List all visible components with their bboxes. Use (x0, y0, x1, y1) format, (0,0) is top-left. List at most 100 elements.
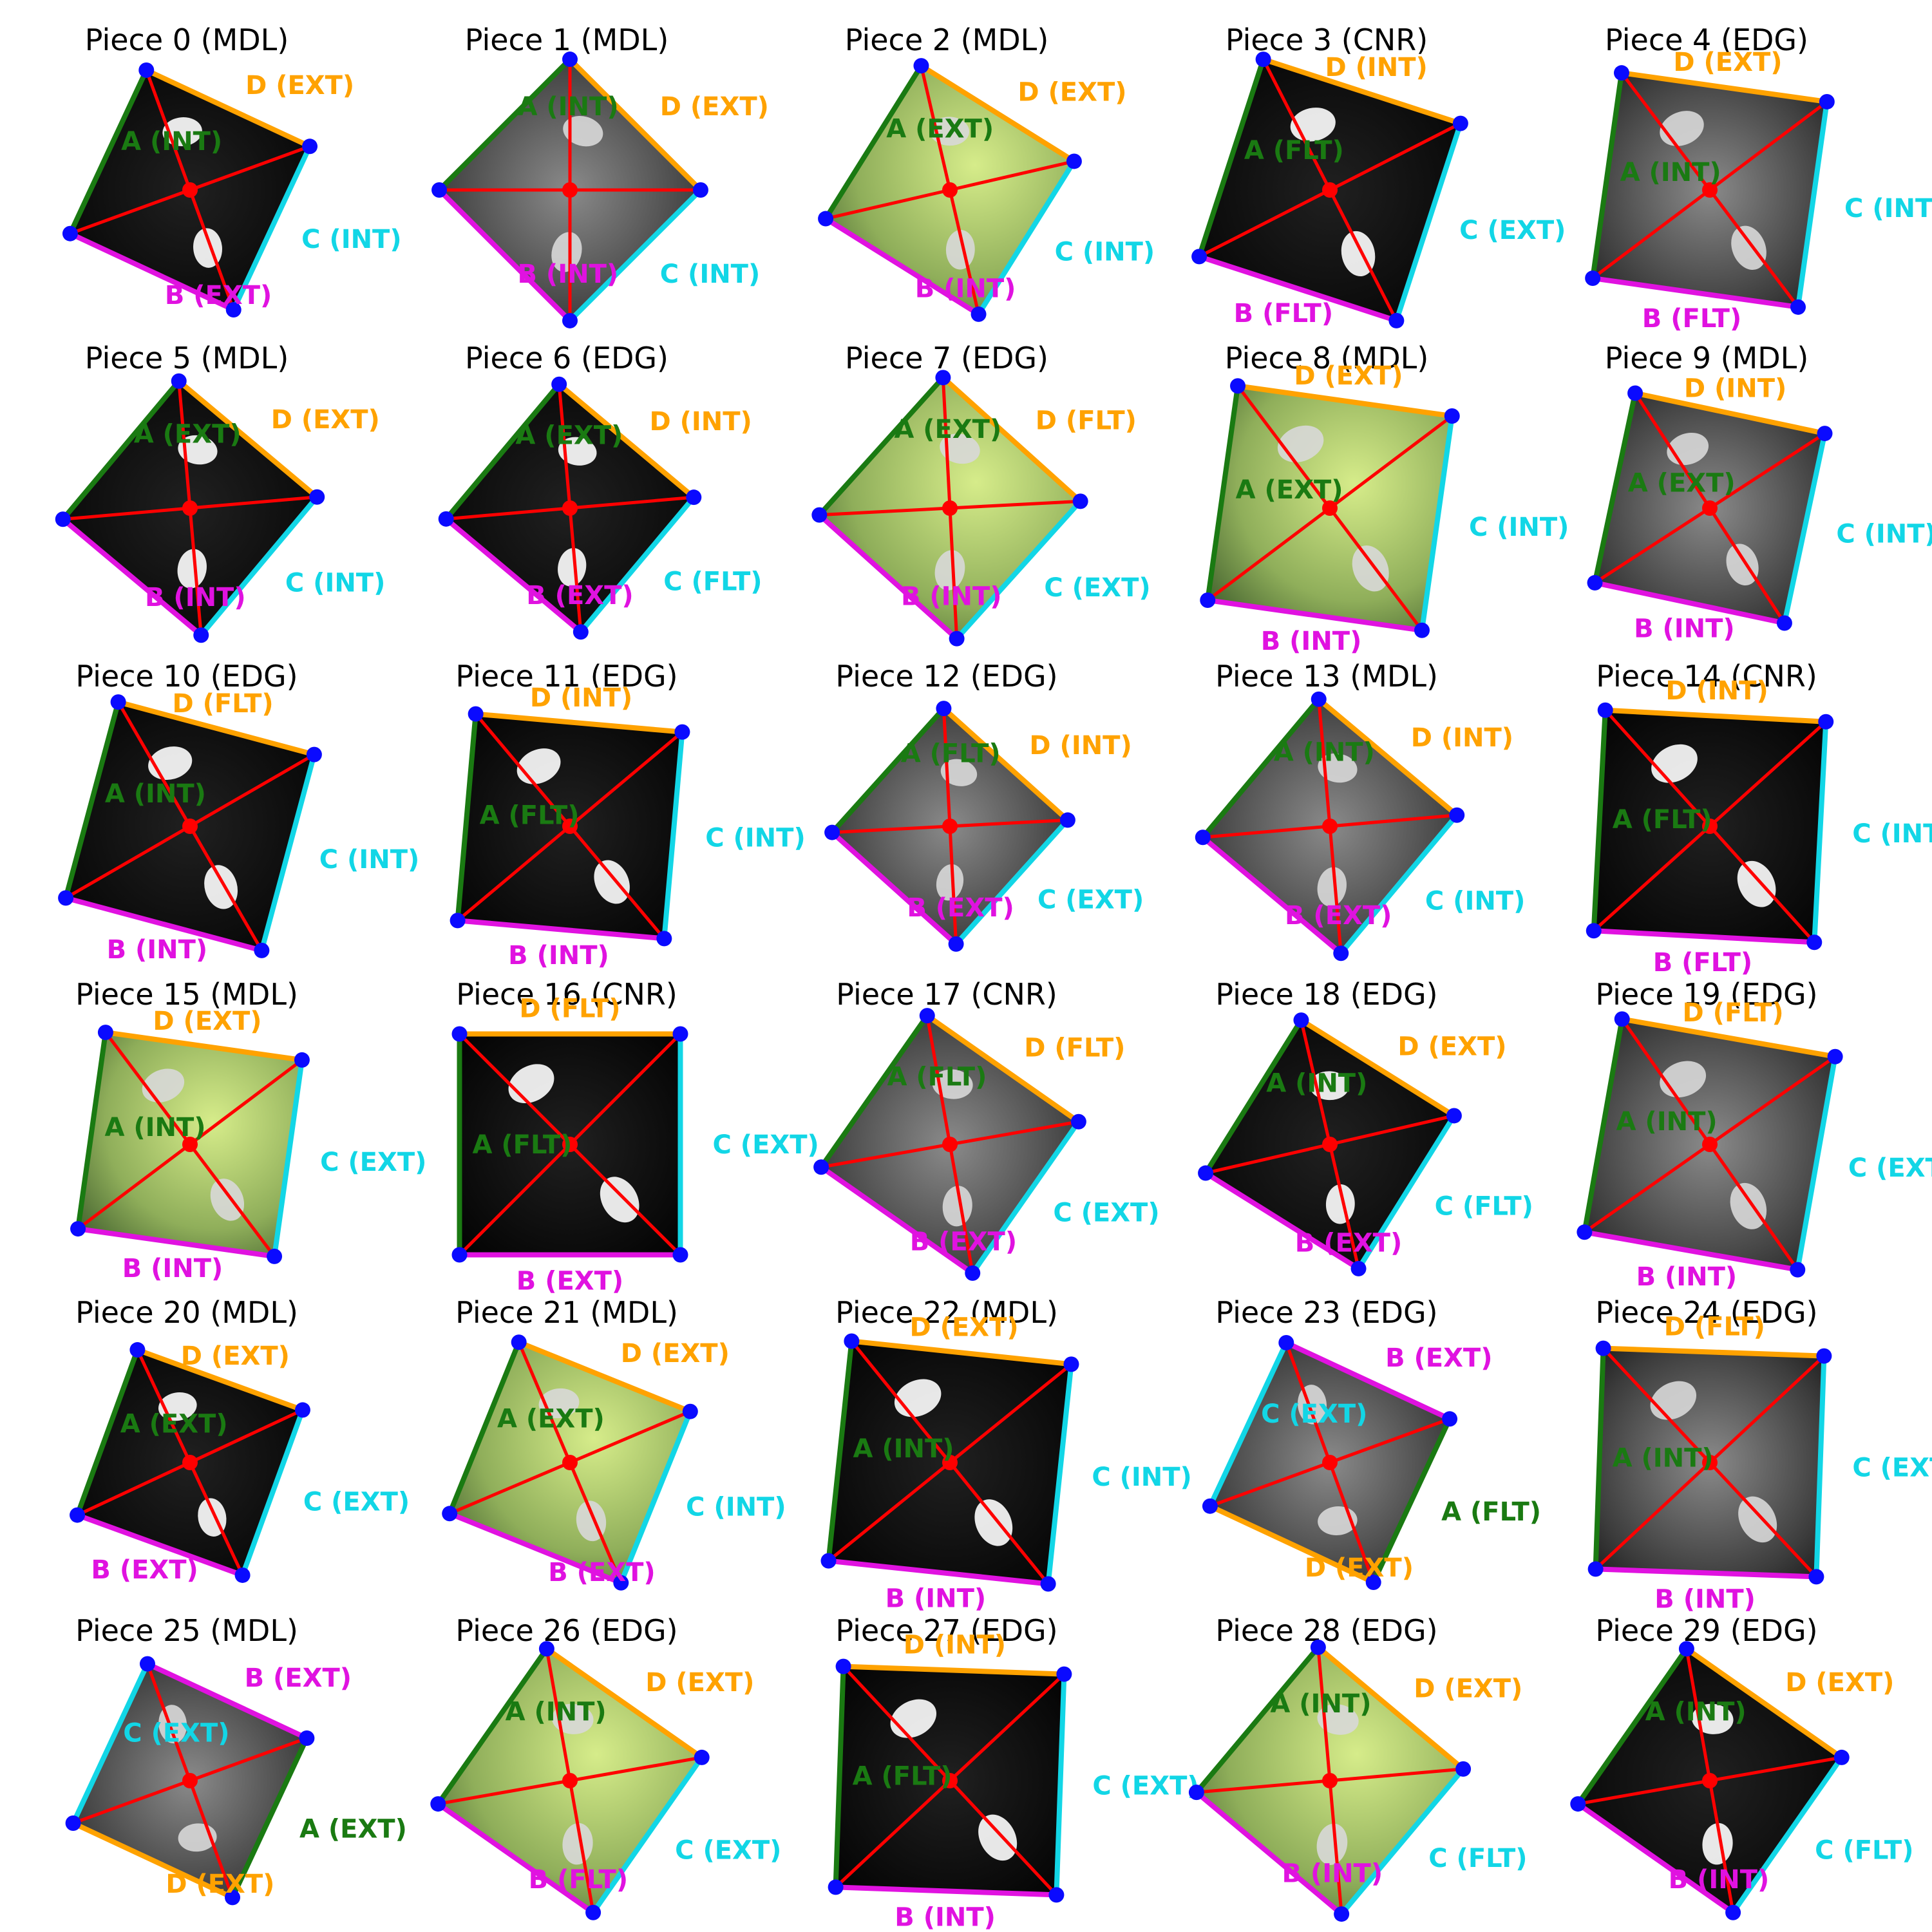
corner-dot (1072, 493, 1088, 509)
piece-hole (177, 549, 207, 589)
diagonal-line (569, 1143, 682, 1256)
edge-a-label: A (EXT) (134, 419, 242, 449)
edge-b (455, 918, 667, 942)
piece-hole (558, 547, 587, 587)
corner-dot (573, 624, 589, 640)
piece-title: Piece 22 (MDL) (835, 1295, 1058, 1330)
edge-a (1592, 390, 1638, 585)
edge-a (67, 67, 149, 236)
diagonal-line (1284, 1342, 1332, 1463)
diagonal-line (948, 826, 958, 945)
edge-b-label: B (INT) (1636, 1262, 1738, 1292)
diagonal-line (1206, 507, 1331, 601)
edge-d-label: D (EXT) (153, 1007, 261, 1036)
edge-a-label: A (FLT) (480, 800, 580, 830)
edge-d-label: D (INT) (904, 1631, 1006, 1660)
center-dot (1702, 819, 1718, 834)
edge-d-label: D (INT) (1665, 676, 1768, 706)
piece-title: Piece 19 (EDG) (1595, 977, 1817, 1012)
diagonal-line (144, 70, 192, 191)
edge-c-label: C (EXT) (123, 1718, 229, 1748)
edge-a-label: A (INT) (1645, 1698, 1747, 1727)
piece-title: Piece 6 (EDG) (465, 341, 668, 375)
edge-d-label: D (EXT) (1785, 1668, 1894, 1698)
center-dot (182, 1137, 198, 1152)
edge-b (1575, 1801, 1736, 1915)
edge-b (1283, 1340, 1453, 1422)
diagonal-line (1205, 1142, 1331, 1175)
edge-b-label: B (EXT) (1295, 1229, 1402, 1258)
diagonal-line (1316, 1647, 1332, 1781)
piece-hole (600, 1177, 639, 1223)
center-dot (182, 819, 198, 834)
edge-b (75, 1512, 245, 1578)
corner-dot (1776, 615, 1792, 631)
diagonal-line (104, 1031, 191, 1146)
center-dot (1322, 1773, 1338, 1788)
corner-dot (828, 1879, 844, 1895)
edge-d-label: D (EXT) (181, 1341, 290, 1371)
piece-title: Piece 10 (EDG) (75, 659, 298, 694)
edge-d (473, 711, 685, 735)
edge-c (1394, 120, 1463, 323)
center-dot (942, 182, 958, 198)
center-dot (562, 1455, 578, 1470)
piece-17: Piece 17 (CNR) A (FLT) B (EXT) C (EXT) D (FL… (813, 977, 1160, 1281)
edge-a-label: A (INT) (518, 92, 619, 122)
edge-c-label: C (INT) (1844, 194, 1932, 223)
corner-dot (936, 701, 952, 717)
edge-c-label: C (INT) (301, 225, 401, 254)
edge-c-label: C (EXT) (1092, 1771, 1198, 1801)
corner-dot (1585, 270, 1601, 287)
center-dot (182, 500, 198, 516)
diagonal-line (1604, 709, 1711, 828)
corner-dot (656, 931, 672, 947)
piece-15: Piece 15 (MDL) A (INT) B (INT) C (EXT) D (EX… (70, 977, 426, 1283)
edge-b (437, 187, 573, 323)
corner-dot (1808, 1569, 1824, 1585)
corner-dot (818, 211, 834, 227)
edge-d-label: D (EXT) (660, 92, 769, 122)
edge-b-label: B (INT) (508, 941, 609, 971)
edge-c-label: C (EXT) (713, 1130, 819, 1160)
edge-b (1205, 597, 1425, 633)
corner-dot (948, 936, 964, 952)
diagonal-line (1209, 1461, 1331, 1508)
diagonal-line (1583, 1142, 1711, 1234)
edge-c-label: C (INT) (319, 845, 420, 875)
edge-b (67, 231, 236, 313)
diagonal-line (920, 65, 952, 191)
center-dot (562, 1773, 578, 1788)
corner-dot (1444, 408, 1460, 424)
edge-d (840, 1663, 1067, 1677)
piece-6: Piece 6 (EDG) A (EXT) B (EXT) C (FLT) D (INT… (438, 341, 762, 640)
edge-d-label: D (EXT) (1673, 48, 1782, 77)
diagonal-line (1602, 1347, 1711, 1464)
center-dot (942, 819, 958, 834)
diagonal-line (1620, 1018, 1712, 1146)
corner-dot (70, 1221, 86, 1237)
edge-d-label: D (EXT) (645, 1668, 754, 1698)
corner-dot (468, 706, 484, 722)
edge-d-label: D (FLT) (1683, 998, 1784, 1028)
edge-c (1730, 1754, 1844, 1915)
piece-hole (974, 1499, 1013, 1546)
edge-a-label: A (EXT) (1236, 475, 1343, 505)
edge-c (953, 817, 1070, 947)
edge-b (826, 1558, 1051, 1587)
edge-a-label: A (EXT) (497, 1404, 605, 1434)
edge-d-label: D (EXT) (1414, 1674, 1522, 1704)
edge-b (1197, 254, 1399, 323)
diagonal-line (189, 495, 317, 510)
piece-title: Piece 3 (CNR) (1226, 23, 1428, 57)
diagonal-line (941, 377, 952, 509)
diagonal-line (1709, 100, 1828, 191)
edge-b-label: B (EXT) (526, 581, 633, 611)
edge-a (60, 378, 182, 522)
edge-c-label: C (EXT) (320, 1148, 426, 1177)
piece-9: Piece 9 (MDL) A (EXT) B (INT) C (INT) D (INT… (1587, 341, 1932, 643)
piece-hole (1726, 544, 1759, 586)
edge-c-label: C (FLT) (663, 567, 762, 596)
center-dot (562, 819, 578, 834)
edge-c-label: C (EXT) (1037, 885, 1144, 914)
